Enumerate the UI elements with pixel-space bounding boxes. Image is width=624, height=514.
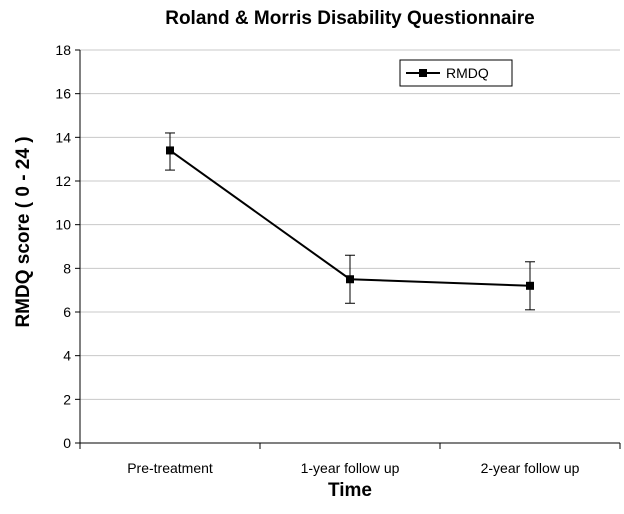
y-tick-label: 4: [63, 348, 71, 364]
y-tick-label: 8: [63, 260, 71, 276]
y-tick-label: 14: [55, 129, 71, 145]
legend-label: RMDQ: [446, 65, 489, 81]
x-axis-label: Time: [327, 480, 372, 501]
x-tick-label: 1-year follow up: [301, 460, 400, 476]
x-tick-label: 2-year follow up: [481, 460, 580, 476]
y-tick-label: 12: [55, 173, 71, 189]
chart-title: Roland & Morris Disability Questionnaire: [165, 8, 535, 29]
data-point-rmdq: [526, 281, 534, 290]
legend-marker-sample: [419, 69, 427, 77]
y-tick-label: 6: [63, 304, 71, 320]
y-tick-label: 16: [55, 86, 71, 102]
x-tick-label: Pre-treatment: [127, 460, 213, 476]
y-tick-label: 2: [63, 391, 71, 407]
y-tick-label: 0: [63, 435, 71, 451]
y-tick-label: 18: [55, 42, 71, 58]
y-tick-label: 10: [55, 217, 71, 233]
data-point-rmdq: [166, 146, 174, 155]
data-point-rmdq: [346, 275, 354, 284]
